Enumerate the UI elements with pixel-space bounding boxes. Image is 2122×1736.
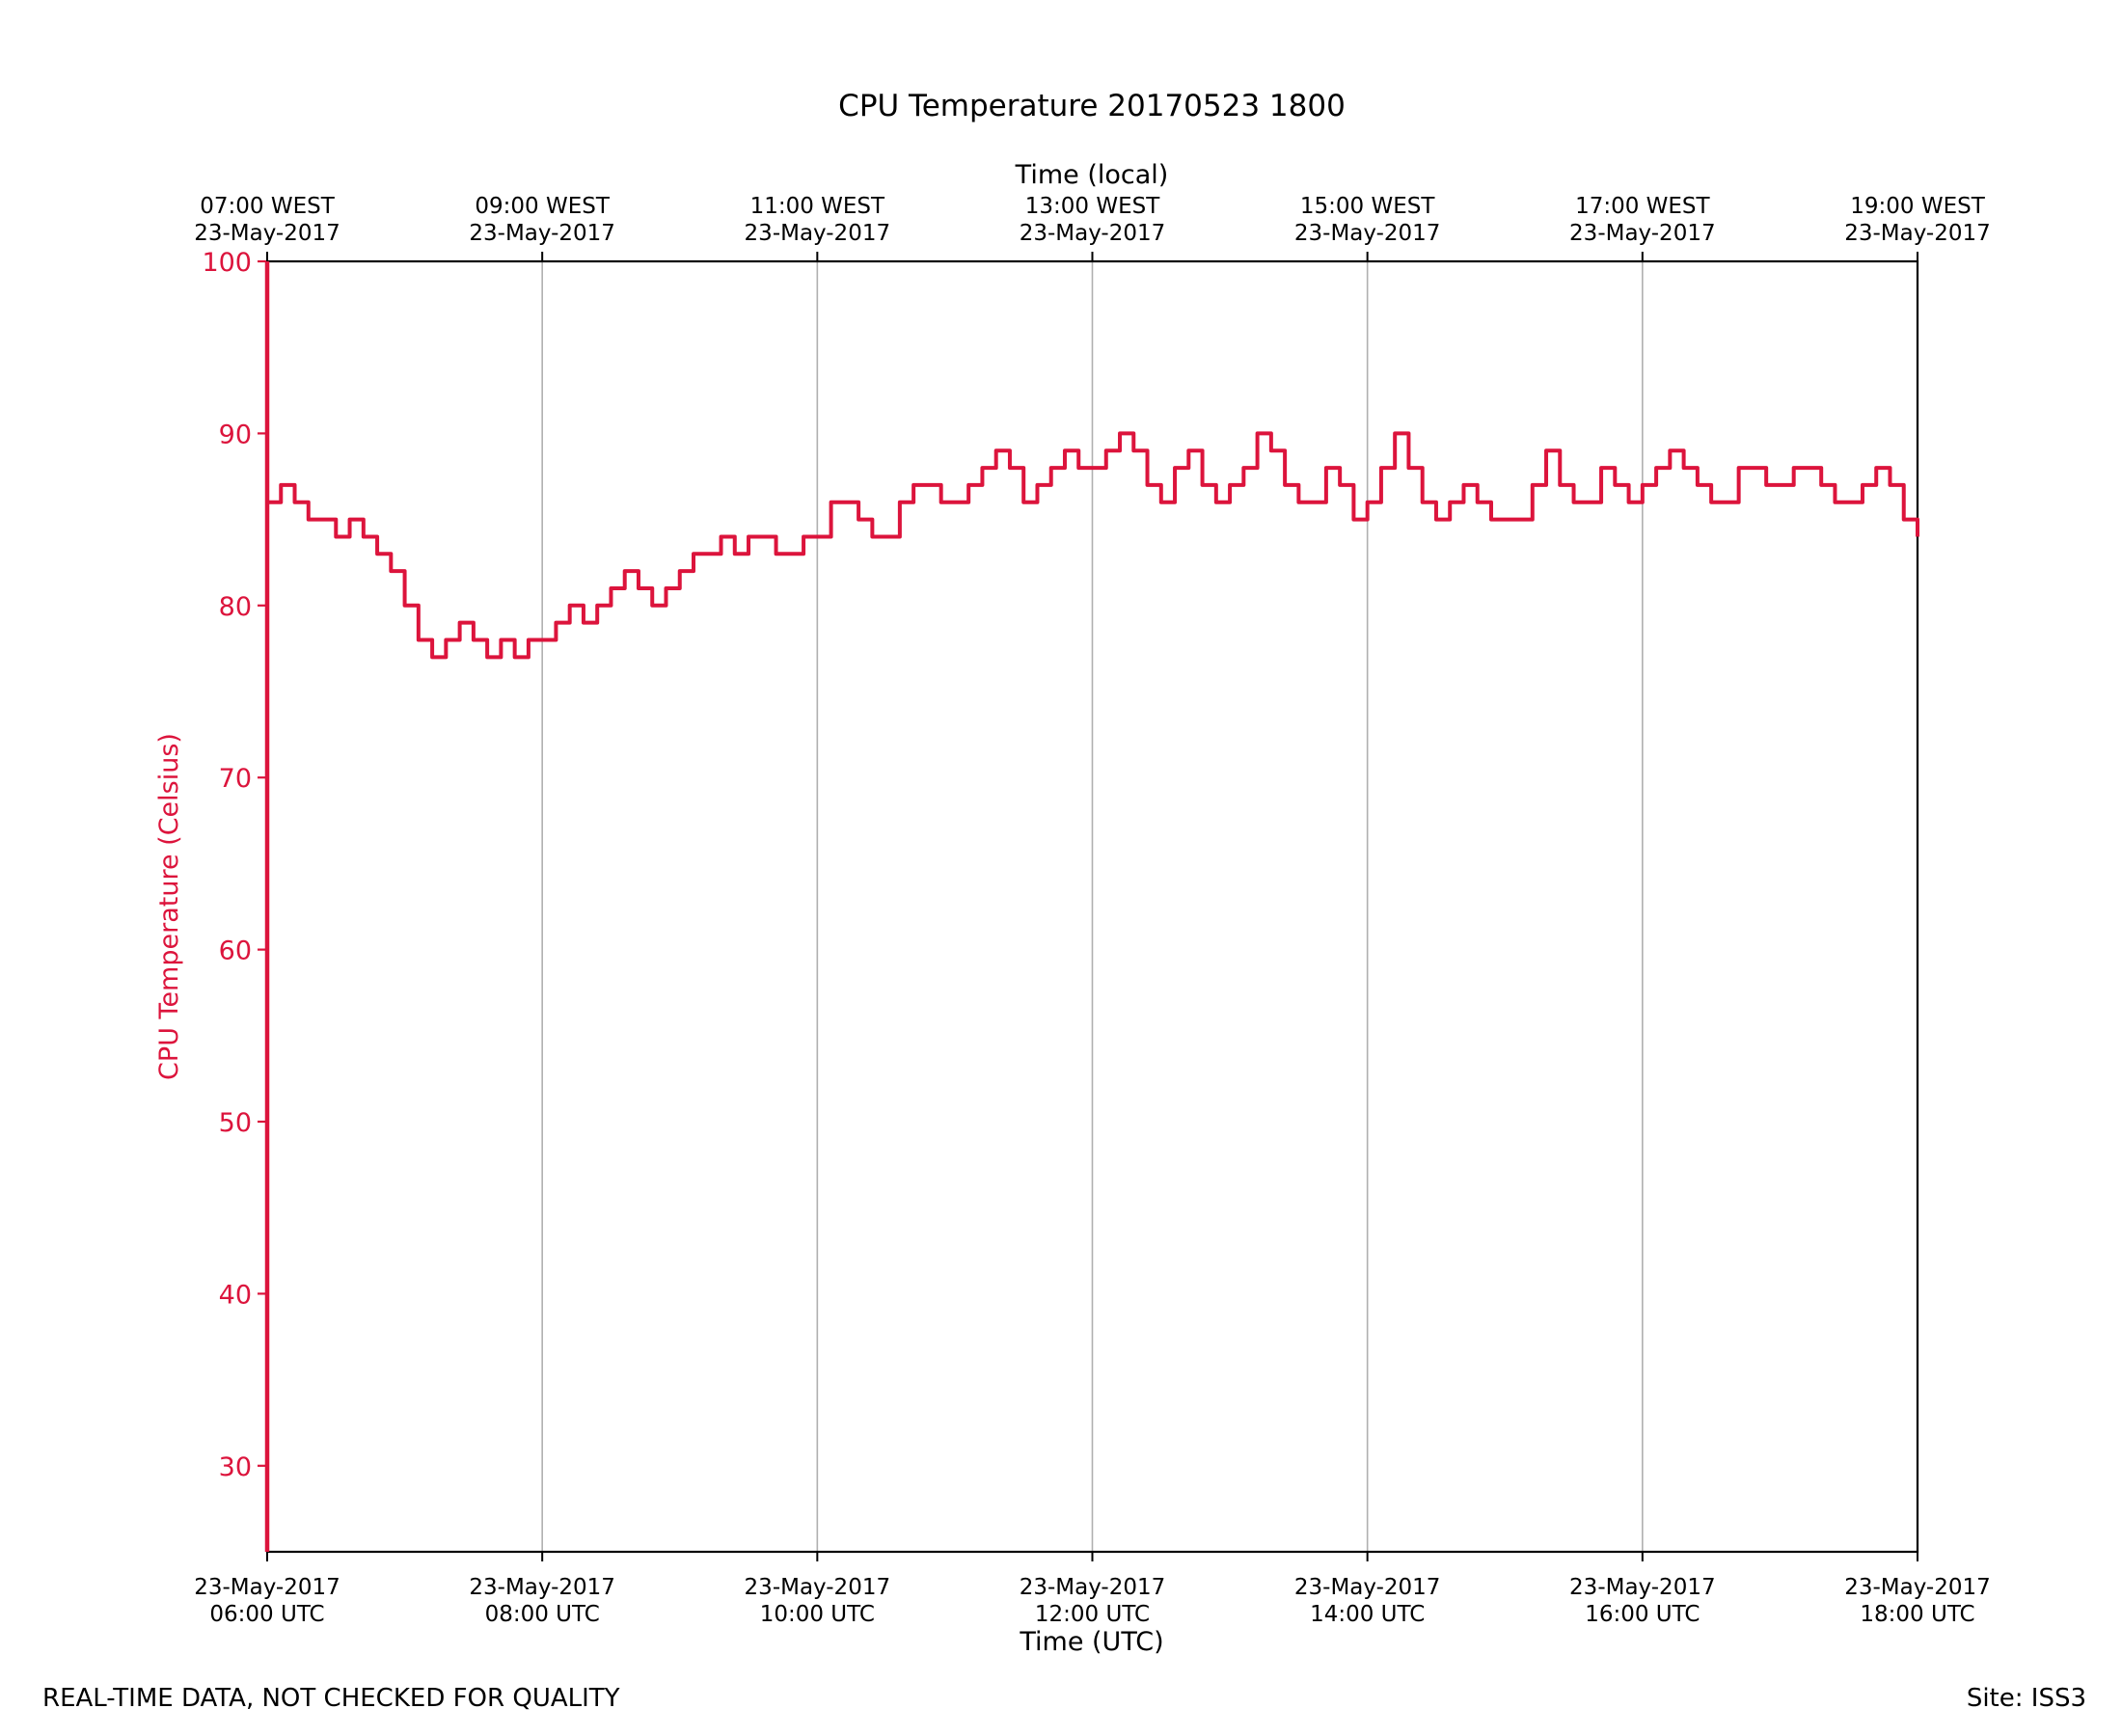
y-tick-label-3: 60 (219, 936, 252, 966)
x-top-tick-date-5: 23-May-2017 (1569, 221, 1716, 246)
y-tick-label-5: 80 (219, 592, 252, 622)
series-line-cpu-temperature (267, 431, 1919, 660)
x-bottom-tick-date-4: 23-May-2017 (1294, 1575, 1441, 1600)
x-bottom-tick-date-0: 23-May-2017 (194, 1575, 340, 1600)
x-top-tick-date-1: 23-May-2017 (469, 221, 615, 246)
y-axis-label: CPU Temperature (Celsius) (154, 733, 184, 1080)
x-bottom-tick-date-5: 23-May-2017 (1569, 1575, 1716, 1600)
x-bottom-tick-date-2: 23-May-2017 (745, 1575, 891, 1600)
x-bottom-tick-date-6: 23-May-2017 (1844, 1575, 1991, 1600)
x-bottom-tick-date-1: 23-May-2017 (469, 1575, 615, 1600)
y-tick-label-1: 40 (219, 1280, 252, 1310)
x-top-tick-date-4: 23-May-2017 (1294, 221, 1441, 246)
x-bottom-tick-time-0: 06:00 UTC (209, 1602, 324, 1627)
y-tick-label-4: 70 (219, 764, 252, 794)
x-top-tick-time-2: 11:00 WEST (750, 194, 885, 219)
y-axis-ticks: 30 40 50 60 70 80 90 100 (202, 248, 267, 1482)
x-top-tick-time-3: 13:00 WEST (1025, 194, 1160, 219)
y-tick-label-6: 90 (219, 420, 252, 449)
x-top-tick-time-6: 19:00 WEST (1850, 194, 1985, 219)
y-tick-label-0: 30 (219, 1452, 252, 1482)
y-tick-label-2: 50 (219, 1108, 252, 1138)
chart-title: CPU Temperature 20170523 1800 (838, 89, 1346, 123)
x-top-tick-date-6: 23-May-2017 (1844, 221, 1991, 246)
x-bottom-tick-time-4: 14:00 UTC (1310, 1602, 1425, 1627)
x-bottom-tick-time-2: 10:00 UTC (760, 1602, 875, 1627)
x-top-tick-date-3: 23-May-2017 (1020, 221, 1166, 246)
x-top-tick-time-0: 07:00 WEST (200, 194, 335, 219)
x-top-tick-time-1: 09:00 WEST (475, 194, 610, 219)
x-axis-label: Time (UTC) (1019, 1627, 1163, 1657)
y-tick-label-7: 100 (202, 248, 252, 278)
x-bottom-tick-time-3: 12:00 UTC (1035, 1602, 1150, 1627)
top-axis-title: Time (local) (1015, 160, 1169, 190)
x-bottom-tick-time-6: 18:00 UTC (1860, 1602, 1974, 1627)
quality-note: REAL-TIME DATA, NOT CHECKED FOR QUALITY (42, 1684, 620, 1713)
x-bottom-tick-time-5: 16:00 UTC (1585, 1602, 1700, 1627)
x-top-tick-date-0: 23-May-2017 (194, 221, 340, 246)
x-bottom-tick-date-3: 23-May-2017 (1020, 1575, 1166, 1600)
x-top-tick-time-5: 17:00 WEST (1575, 194, 1710, 219)
x-top-tick-time-4: 15:00 WEST (1300, 194, 1435, 219)
x-top-tick-date-2: 23-May-2017 (745, 221, 891, 246)
x-bottom-tick-time-1: 08:00 UTC (485, 1602, 600, 1627)
site-label: Site: ISS3 (1967, 1684, 2086, 1713)
